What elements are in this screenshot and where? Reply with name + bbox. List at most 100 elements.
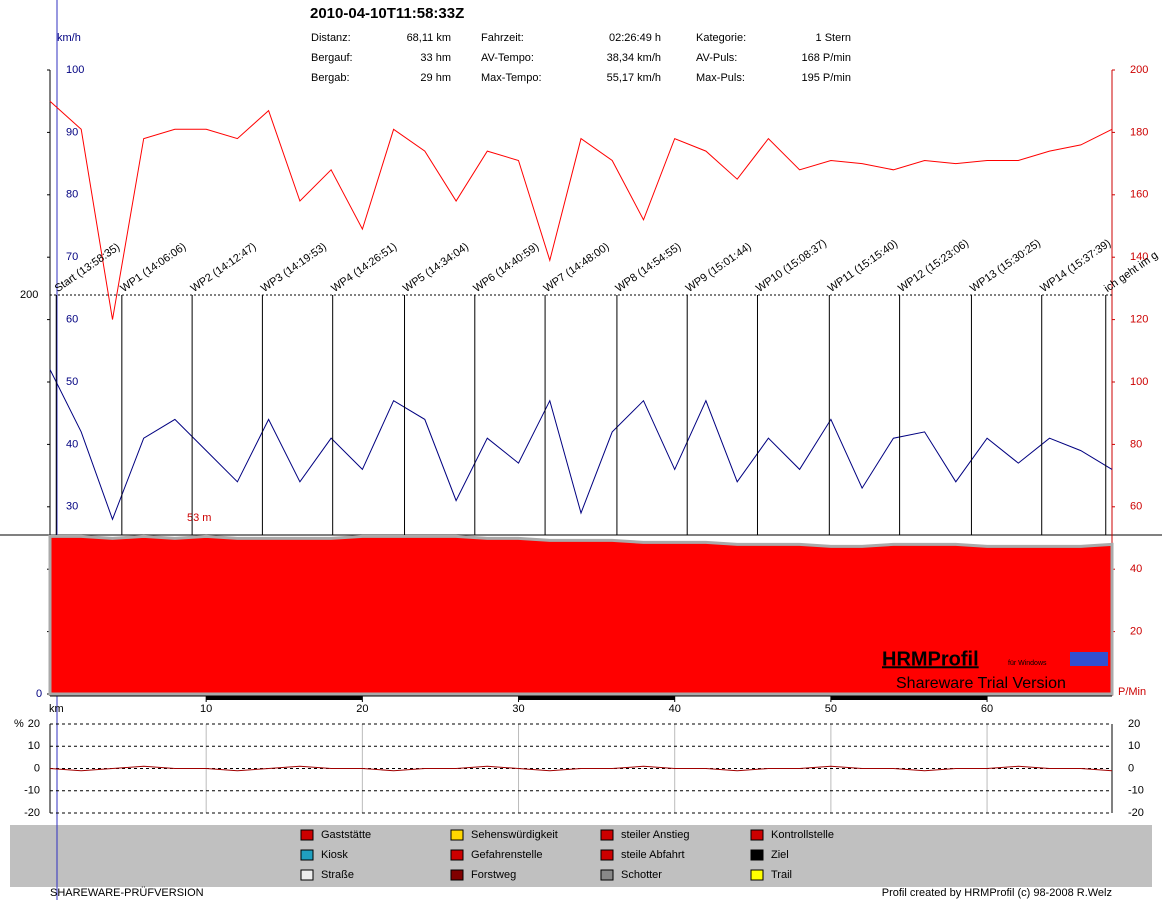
x-tick-label: 20 [356, 703, 368, 715]
legend-icon [450, 829, 464, 841]
legend-label: Gefahrenstelle [471, 849, 543, 861]
y-axis-label: km/h [57, 32, 81, 44]
info-label: AV-Tempo: [481, 52, 534, 64]
legend-icon [600, 849, 614, 861]
info-value: 38,34 km/h [607, 52, 661, 64]
legend-icon [600, 869, 614, 881]
legend-icon [600, 829, 614, 841]
legend-label: Gaststätte [321, 829, 371, 841]
legend-icon [450, 869, 464, 881]
legend-icon [300, 869, 314, 881]
altitude-area [48, 534, 1114, 696]
legend-label: Kiosk [321, 849, 348, 861]
legend-label: Forstweg [471, 869, 516, 881]
x-tick-label: 40 [669, 703, 681, 715]
y-tick-label: 30 [66, 501, 78, 513]
series-line [49, 100, 1113, 320]
legend-label: Schotter [621, 869, 662, 881]
gradient-tick-label-right: -10 [1128, 785, 1144, 797]
x-axis-label: km [49, 703, 64, 715]
info-value: 02:26:49 h [609, 32, 661, 44]
y2-tick-label: 100 [1130, 376, 1148, 388]
y2-tick-label: 40 [1130, 563, 1142, 575]
info-label: Fahrzeit: [481, 32, 524, 44]
x-tick-label: 10 [200, 703, 212, 715]
legend-label: Sehenswürdigkeit [471, 829, 558, 841]
footer-right: Profil created by HRMProfil (c) 98-2008 … [882, 887, 1112, 899]
info-value: 55,17 km/h [607, 72, 661, 84]
y2-tick-label: 120 [1130, 314, 1148, 326]
info-label: Max-Puls: [696, 72, 745, 84]
banner: Shareware Trial Version [896, 675, 1066, 692]
gradient-tick-label-right: 0 [1128, 762, 1134, 774]
legend-label: Trail [771, 869, 792, 881]
gradient-tick-label-right: 10 [1128, 740, 1140, 752]
y-tick-label: 90 [66, 126, 78, 138]
info-label: AV-Puls: [696, 52, 737, 64]
gradient-y-label: % [14, 718, 24, 730]
legend-label: Kontrollstelle [771, 829, 834, 841]
gradient-line [49, 765, 1113, 772]
legend-label: steiler Anstieg [621, 829, 689, 841]
y-tick-label: 40 [66, 438, 78, 450]
y-tick-label: 60 [66, 314, 78, 326]
gradient-tick-label: 10 [28, 740, 40, 752]
info-label: Distanz: [311, 32, 351, 44]
y2-axis-label: P/Min [1118, 686, 1146, 698]
legend-icon [750, 849, 764, 861]
y-tick-label: 50 [66, 376, 78, 388]
legend-label: steile Abfahrt [621, 849, 685, 861]
annotation: 53 m [187, 512, 211, 524]
x-tick-label: 30 [512, 703, 524, 715]
y2-tick-label: 160 [1130, 189, 1148, 201]
legend-icon [750, 829, 764, 841]
series-line [49, 369, 1113, 521]
info-value: 195 P/min [801, 72, 851, 84]
km-bar [206, 696, 363, 700]
y-tick-label: 80 [66, 189, 78, 201]
y-tick-label: 0 [36, 688, 42, 700]
info-value: 1 Stern [816, 32, 851, 44]
gradient-tick-label: -20 [24, 807, 40, 819]
info-value: 33 hm [420, 52, 451, 64]
info-value: 29 hm [420, 72, 451, 84]
info-label: Bergauf: [311, 52, 353, 64]
info-value: 168 P/min [801, 52, 851, 64]
y2-tick-label: 200 [1130, 64, 1148, 76]
km-bar [518, 696, 675, 700]
legend-icon [450, 849, 464, 861]
gradient-tick-label-right: 20 [1128, 718, 1140, 730]
info-value: 68,11 km [407, 32, 451, 44]
logo: HRMProfil [882, 648, 979, 670]
legend-panel [10, 825, 1152, 887]
km-bar [830, 696, 988, 700]
y2-tick-label: 180 [1130, 126, 1148, 138]
info-label: Kategorie: [696, 32, 746, 44]
logo-icon [1070, 652, 1108, 666]
gradient-tick-label: 20 [28, 718, 40, 730]
info-label: Max-Tempo: [481, 72, 542, 84]
logo-sub: für Windows [1008, 660, 1047, 667]
y-tick-label: 100 [66, 64, 84, 76]
legend-icon [300, 829, 314, 841]
gradient-tick-label: 0 [34, 762, 40, 774]
legend-label: Ziel [771, 849, 789, 861]
y2-tick-label: 140 [1130, 251, 1148, 263]
legend-icon [750, 869, 764, 881]
legend-icon [300, 849, 314, 861]
info-label: Bergab: [311, 72, 350, 84]
x-tick-label: 60 [981, 703, 993, 715]
footer-left: SHAREWARE-PRÜFVERSION [50, 887, 204, 899]
title: 2010-04-10T11:58:33Z [310, 5, 464, 22]
y2-tick-label: 20 [1130, 626, 1142, 638]
gradient-tick-label: -10 [24, 785, 40, 797]
x-tick-label: 50 [825, 703, 837, 715]
legend-label: Straße [321, 869, 354, 881]
y-tick-label: 70 [66, 251, 78, 263]
y2-tick-label: 80 [1130, 438, 1142, 450]
y3-tick-label: 200 [20, 289, 38, 301]
y2-tick-label: 60 [1130, 501, 1142, 513]
gradient-tick-label-right: -20 [1128, 807, 1144, 819]
